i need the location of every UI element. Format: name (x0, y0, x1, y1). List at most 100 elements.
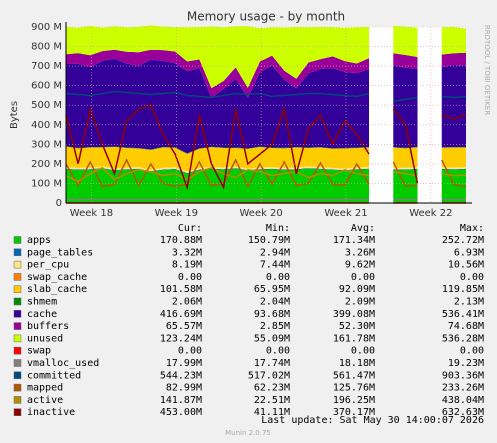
legend-header: Cur: (178, 223, 202, 234)
legend-swatch (13, 310, 22, 318)
legend-min: 41.11M (254, 407, 290, 418)
version: Munin 2.0.75 (225, 429, 271, 437)
area (441, 147, 466, 168)
area (66, 58, 370, 154)
legend-avg: 125.76M (333, 383, 375, 394)
chart-title: Memory usage - by month (187, 10, 345, 24)
area (441, 52, 466, 68)
line (65, 166, 370, 183)
legend-swatch (13, 297, 22, 306)
area (441, 147, 466, 148)
legend-avg: 2.09M (345, 297, 375, 308)
area (393, 53, 418, 69)
line (441, 113, 467, 120)
legend-max: 6.93M (454, 247, 484, 258)
legend-max: 2.13M (454, 297, 484, 308)
legend-cur: 141.87M (160, 395, 202, 406)
legend-cur: 65.57M (166, 321, 202, 332)
area (393, 146, 418, 149)
legend-max: 536.41M (442, 309, 484, 320)
legend-max: 438.04M (442, 395, 484, 406)
area (393, 65, 418, 148)
legend-name: buffers (27, 321, 69, 332)
area (441, 26, 466, 55)
line (441, 172, 467, 177)
legend-swatch (13, 273, 22, 281)
line (65, 158, 370, 189)
area (393, 167, 418, 170)
footer: Last update: Sat May 30 14:00:07 2026 (261, 415, 484, 426)
x-tick-label: Week 19 (155, 208, 198, 219)
area (66, 49, 370, 98)
legend-cur: 8.19M (172, 260, 202, 271)
legend-min: 93.68M (254, 309, 290, 320)
y-tick-label: 100 M (31, 178, 62, 189)
legend-min: 2.85M (260, 321, 290, 332)
legend-cur: 2.06M (172, 297, 202, 308)
legend-swatch (13, 285, 22, 293)
legend-min: 62.23M (254, 383, 290, 394)
line (441, 159, 467, 188)
legend-swatch (13, 346, 22, 355)
line (65, 90, 370, 99)
legend-header: Min: (266, 223, 290, 234)
side-text: RRDTOOL / TOBI OETIKER (483, 25, 491, 115)
legend-avg: 0.00 (351, 346, 375, 357)
legend-swatch (13, 383, 22, 392)
legend-avg: 399.08M (333, 309, 375, 320)
legend-avg: 171.34M (333, 235, 375, 246)
legend-name: swap_cache (27, 272, 87, 283)
legend-name: apps (27, 235, 51, 246)
legend-max: 0.00 (460, 272, 484, 283)
legend-avg: 0.00 (351, 272, 375, 283)
legend-min: 2.94M (260, 247, 290, 258)
legend-avg: 52.30M (339, 321, 375, 332)
legend-min: 150.79M (248, 235, 290, 246)
legend-max: 536.28M (442, 333, 484, 344)
area (441, 65, 466, 148)
legend-name: slab_cache (27, 284, 87, 295)
y-tick-label: 500 M (31, 100, 62, 111)
legend-name: cache (27, 309, 57, 320)
legend-min: 55.09M (254, 333, 290, 344)
line (65, 104, 370, 191)
legend-min: 0.00 (266, 346, 290, 357)
x-tick-label: Week 18 (70, 208, 113, 219)
legend-cur: 82.99M (166, 383, 202, 394)
y-tick-label: 300 M (31, 139, 62, 150)
legend-avg: 196.25M (333, 395, 375, 406)
legend-swatch (13, 248, 22, 257)
series-layer (65, 25, 467, 204)
area (393, 168, 418, 171)
x-tick-label: Week 21 (324, 208, 367, 219)
legend-swatch (13, 260, 22, 269)
legend-avg: 161.78M (333, 333, 375, 344)
legend-avg: 370.17M (333, 407, 375, 418)
line (393, 96, 418, 103)
legend-cur: 170.88M (160, 235, 202, 246)
area (66, 146, 370, 172)
legend-header: Avg: (351, 223, 375, 234)
y-tick-label: 800 M (31, 42, 62, 53)
area (393, 25, 418, 57)
legend-cur: 17.99M (166, 358, 202, 369)
legend-name: vmalloc_used (27, 358, 99, 369)
legend-cur: 0.00 (178, 272, 202, 283)
legend-max: 74.68M (448, 321, 484, 332)
legend-avg: 18.18M (339, 358, 375, 369)
area (441, 167, 466, 170)
legend-max: 119.85M (442, 284, 484, 295)
legend-cur: 544.23M (160, 370, 202, 381)
line (441, 95, 467, 99)
legend-swatch (13, 359, 22, 367)
line (392, 161, 418, 188)
x-tick-label: Week 22 (409, 208, 452, 219)
x-tick-label: Week 20 (239, 208, 282, 219)
legend-name: active (27, 395, 63, 406)
legend-max: 252.72M (442, 235, 484, 246)
legend-name: mapped (27, 383, 63, 394)
legend-max: 632.63M (442, 407, 484, 418)
legend-name: page_tables (27, 247, 93, 258)
area (66, 25, 370, 89)
